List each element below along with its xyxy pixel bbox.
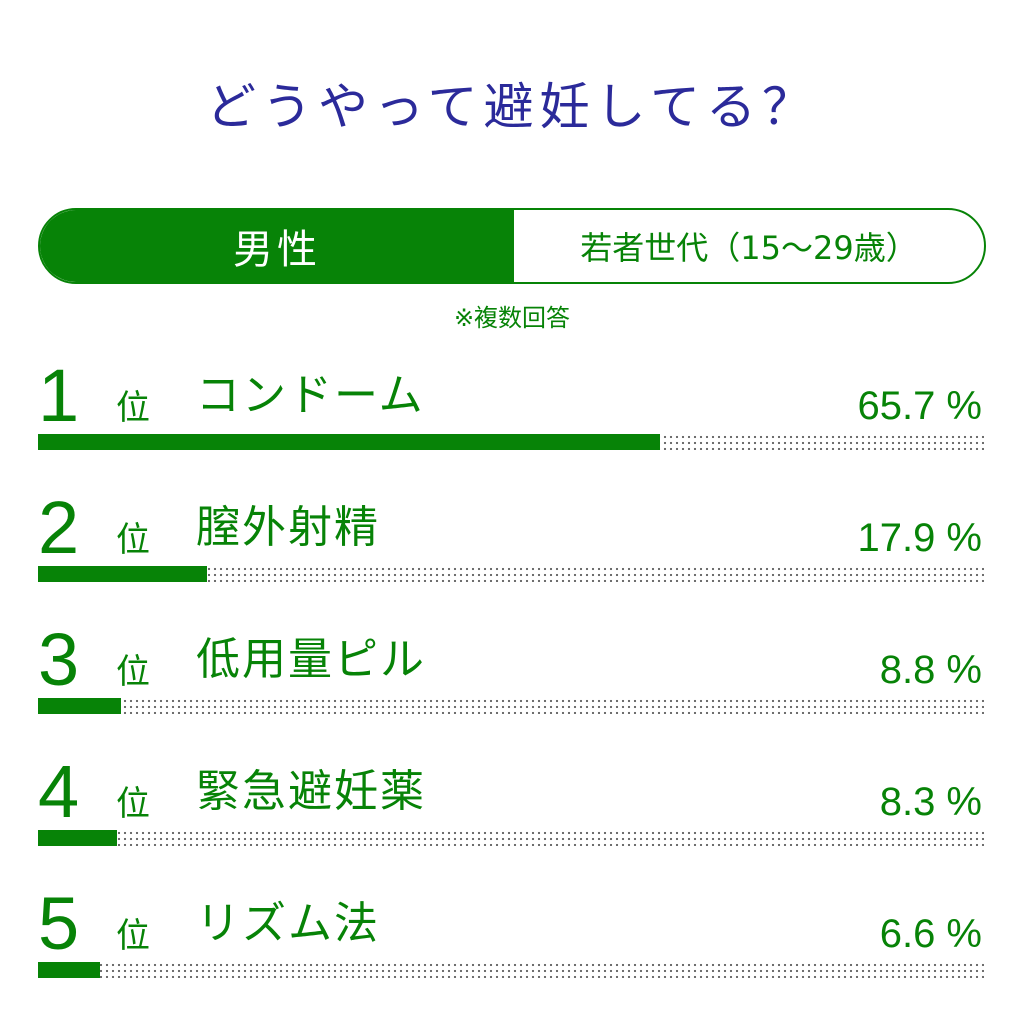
method-label: コンドーム [196,370,425,421]
rank-suffix: 位 [116,916,150,956]
page-title: どうやって避妊してる？ [206,78,818,136]
rank-row: 5 位 リズム法 6.6 % [38,884,986,994]
rank-suffix: 位 [116,388,150,428]
bar-fill [38,698,122,714]
generation-label: 若者世代（15〜29歳） [580,229,918,267]
segment-badge: 男性 若者世代（15〜29歳） [38,208,986,284]
percent-label: 65.7 % [857,384,982,428]
rank-row: 4 位 緊急避妊薬 8.3 % [38,752,986,862]
rank-row: 1 位 コンドーム 65.7 % [38,356,986,466]
bar-track [38,698,984,714]
percent-label: 6.6 % [879,912,982,956]
percent-label: 17.9 % [857,516,982,560]
bar-fill [38,962,101,978]
method-label: 低用量ピル [196,634,426,685]
rank-number: 1 [38,354,80,437]
bar-track [38,830,984,846]
bar-track [38,566,984,582]
method-label: 膣外射精 [196,502,380,553]
method-label: リズム法 [196,898,380,949]
rank-suffix: 位 [116,520,150,560]
multiple-answer-note: ※複数回答 [453,304,571,332]
rank-row: 3 位 低用量ピル 8.8 % [38,620,986,730]
method-label: 緊急避妊薬 [196,766,426,817]
rank-suffix: 位 [116,652,150,692]
bar-fill [38,830,117,846]
bar-fill [38,434,660,450]
bar-track [38,434,984,450]
percent-label: 8.3 % [879,780,982,824]
gender-label: 男性 [40,210,514,282]
rank-number: 2 [38,486,80,569]
bar-fill [38,566,208,582]
percent-label: 8.8 % [879,648,982,692]
rank-number: 5 [38,882,80,965]
bar-track [38,962,984,978]
rank-number: 3 [38,618,80,701]
rank-suffix: 位 [116,784,150,824]
rank-number: 4 [38,750,80,833]
rank-row: 2 位 膣外射精 17.9 % [38,488,986,598]
